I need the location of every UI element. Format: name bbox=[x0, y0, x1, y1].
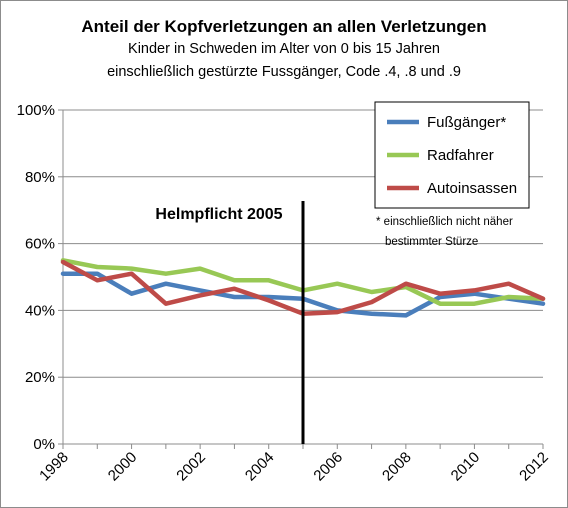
legend-entry: Fußgänger* bbox=[427, 114, 506, 131]
legend-entry: Autoinsassen bbox=[427, 180, 517, 197]
y-tick-label: 0% bbox=[33, 436, 55, 453]
x-tick-label: 2004 bbox=[242, 449, 278, 485]
chart-subtitle-2: einschließlich gestürzte Fussgänger, Cod… bbox=[107, 64, 461, 80]
x-tick-label: 2000 bbox=[105, 449, 141, 485]
y-tick-label: 100% bbox=[17, 102, 55, 119]
x-tick-label: 2012 bbox=[516, 449, 552, 485]
legend-entry: Radfahrer bbox=[427, 147, 494, 164]
helmpflicht-label: Helmpflicht 2005 bbox=[155, 206, 282, 223]
y-tick-label: 40% bbox=[25, 302, 55, 319]
footnote-line-1: * einschließlich nicht näher bbox=[376, 216, 513, 228]
y-tick-label: 60% bbox=[25, 236, 55, 253]
chart-subtitle-1: Kinder in Schweden im Alter von 0 bis 15… bbox=[128, 41, 440, 57]
y-tick-label: 20% bbox=[25, 369, 55, 386]
footnote-line-2: bestimmter Stürze bbox=[385, 236, 478, 248]
x-tick-label: 2006 bbox=[310, 449, 346, 485]
x-tick-label: 1998 bbox=[36, 449, 72, 485]
x-tick-label: 2002 bbox=[173, 449, 209, 485]
x-tick-label: 2008 bbox=[379, 449, 415, 485]
chart-title: Anteil der Kopfverletzungen an allen Ver… bbox=[81, 17, 487, 36]
x-tick-label: 2010 bbox=[448, 449, 484, 485]
y-tick-label: 80% bbox=[25, 169, 55, 186]
